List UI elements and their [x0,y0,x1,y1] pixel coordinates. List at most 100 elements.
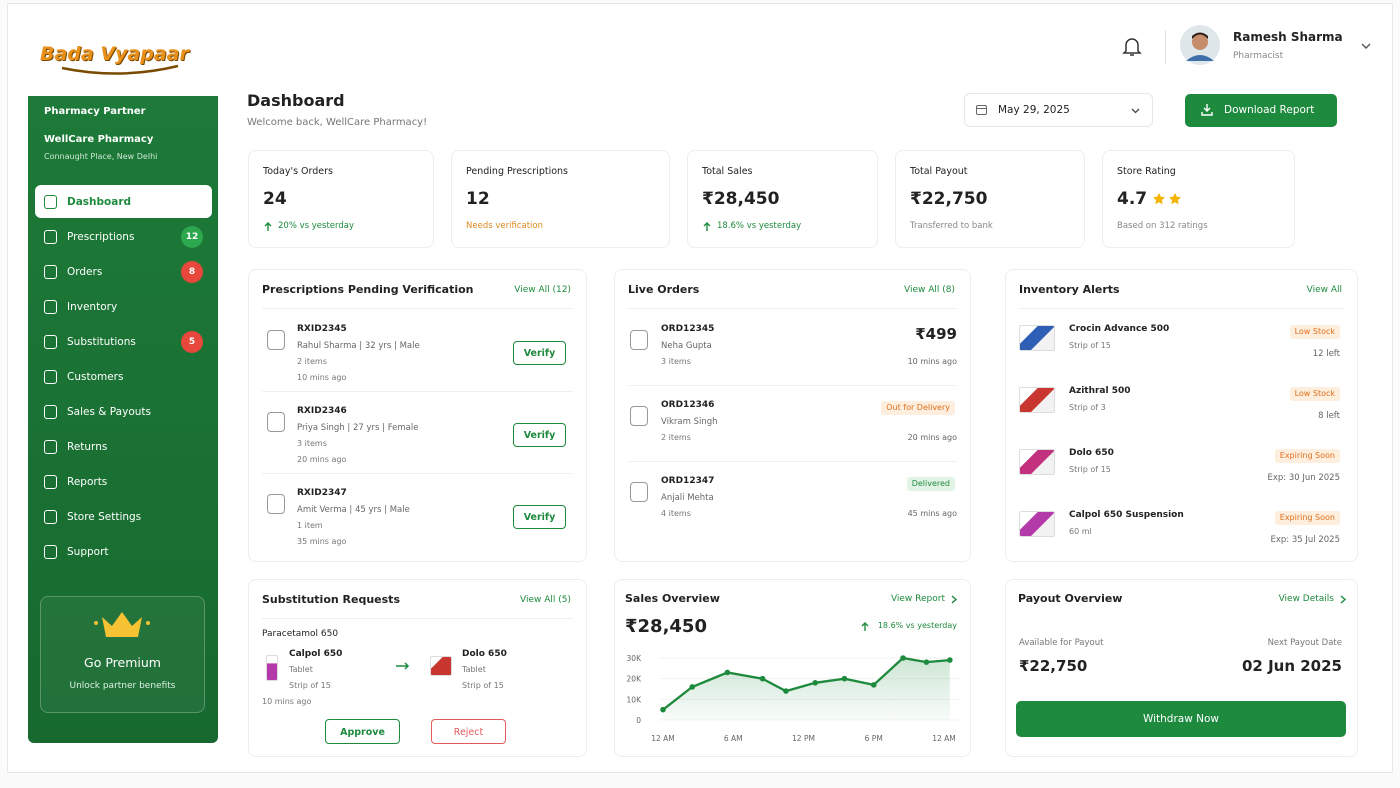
sales-point [759,675,766,682]
order-id: ORD12345 [661,324,715,334]
sales-point [724,669,731,676]
menu-item[interactable]: Reports [67,476,108,488]
order-name: Neha Gupta [661,341,712,351]
y-tick-label: 30K [627,654,643,663]
x-tick-label: 6 AM [724,734,743,743]
logo: Bada Vyapaar [40,43,189,65]
sales-point [812,680,819,686]
menu-active-bg [35,185,212,218]
premium-title: Go Premium [84,655,161,670]
verify-button[interactable]: Verify [513,423,566,447]
card-link[interactable]: View All (5) [520,595,571,605]
stock-status: Low Stock [1289,387,1340,401]
product-image [1019,449,1055,475]
card [248,579,587,757]
menu-icon [44,475,57,489]
menu-item[interactable]: Substitutions [67,336,136,348]
chevron [951,595,958,604]
sales-point [783,688,789,694]
sales-chart: 0 10K 20K 30K 12 AM 6 AM 12 PM 6 PM 12 AM [627,654,959,743]
available-label: Available for Payout [1019,638,1104,648]
card-divider [262,618,573,619]
card-title: Sales Overview [625,592,720,605]
sales-change: 18.6% vs yesterday [877,621,957,630]
stock-status: Expiring Soon [1274,511,1340,525]
product-image [1019,387,1055,413]
date: May 29, 2025 [998,104,1070,116]
product-pack: 60 ml [1069,527,1092,536]
card-divider [262,308,573,309]
rx-time: 35 mins ago [297,537,347,546]
rx-icon [267,412,285,432]
card-divider [628,308,957,309]
card-link[interactable]: View Details [1278,594,1334,604]
product-name: Crocin Advance 500 [1069,324,1170,334]
card-link[interactable]: View All (8) [904,285,955,295]
sub-to-image [430,656,452,676]
stat-card [451,150,670,248]
order-id: ORD12346 [661,400,715,410]
menu-item[interactable]: Dashboard [67,196,132,208]
order-time: 45 mins ago [907,509,957,518]
menu-item[interactable]: Prescriptions [67,231,135,243]
menu-item[interactable]: Sales & Payouts [67,406,151,418]
verify-button[interactable]: Verify [513,341,566,365]
stat-value: 24 [263,189,287,209]
menu-item[interactable]: Orders [67,266,103,278]
rx-details: Rahul Sharma | 32 yrs | Male [297,341,420,351]
card-link[interactable]: View Report [890,594,945,604]
rx-time: 20 mins ago [297,455,347,464]
card-link[interactable]: View All (12) [514,285,571,295]
rx-details: Amit Verma | 45 yrs | Male [297,505,410,515]
sub-to-name: Dolo 650 [462,649,507,659]
stock-detail: Exp: 30 Jun 2025 [1267,473,1341,483]
row-divider [628,385,957,386]
menu-item[interactable]: Returns [67,441,108,453]
order-icon [630,482,648,502]
bell-icon [1122,38,1142,56]
reject-button[interactable]: Reject [431,719,506,744]
menu-item[interactable]: Support [67,546,109,558]
card-title: Payout Overview [1018,592,1123,605]
stat-note: Based on 312 ratings [1117,221,1208,231]
page-subtitle: Welcome back, WellCare Pharmacy! [247,117,428,128]
rx-time: 10 mins ago [297,373,347,382]
download-label[interactable]: Download Report [1224,104,1315,116]
chevron [1340,595,1347,604]
rx-details: Priya Singh | 27 yrs | Female [297,423,419,433]
menu-icon [44,510,57,524]
stock-status: Expiring Soon [1274,449,1340,463]
x-tick-label: 12 PM [792,734,815,743]
y-tick-label: 0 [636,716,641,725]
product-pack: Strip of 3 [1069,403,1106,412]
card-title: Live Orders [628,283,700,296]
download-button[interactable] [1185,94,1337,127]
y-tick-label: 20K [627,675,643,684]
menu-icon [44,335,57,349]
y-tick-label: 10K [627,695,643,704]
rx-icon [267,330,285,350]
stock-detail: 12 left [1312,349,1340,359]
stat-card [248,150,434,248]
sales-point [870,682,877,688]
product-name: Calpol 650 Suspension [1069,510,1184,520]
stock-detail: Exp: 35 Jul 2025 [1270,535,1340,545]
menu-icon [44,440,57,454]
menu-item[interactable]: Store Settings [67,511,142,523]
sub-arrow [396,662,410,670]
stat-value: ₹28,450 [702,189,780,209]
product-image [1019,511,1055,537]
sub-medicine: Paracetamol 650 [262,629,339,639]
card-link[interactable]: View All [1306,285,1342,295]
menu-item[interactable]: Inventory [67,301,118,313]
approve-button[interactable]: Approve [325,719,400,744]
menu-item[interactable]: Customers [67,371,124,383]
date-picker[interactable] [964,93,1153,127]
verify-button[interactable]: Verify [513,505,566,529]
sales-point [923,659,930,665]
menu-icon [44,230,57,244]
withdraw-button[interactable]: Withdraw Now [1016,701,1346,737]
order-items: 2 items [661,433,691,442]
sales-point [660,706,666,713]
partner-label: Pharmacy Partner [44,106,146,117]
